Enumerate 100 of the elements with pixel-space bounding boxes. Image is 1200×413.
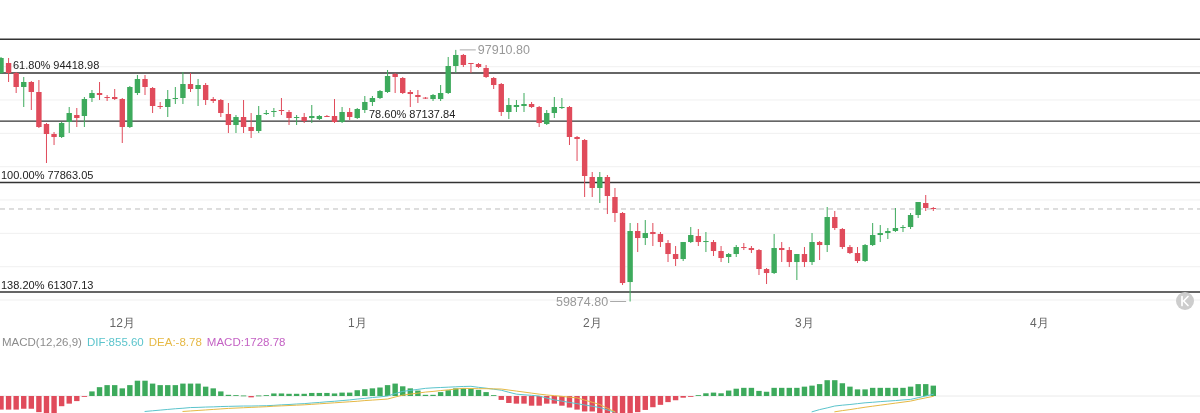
candlestick (195, 78, 201, 107)
bar (195, 383, 201, 396)
candlestick (331, 98, 338, 124)
bar (703, 393, 709, 396)
bar (786, 387, 792, 396)
candlestick (202, 82, 209, 106)
bar (165, 385, 171, 396)
candlestick (104, 94, 110, 102)
candlestick (832, 210, 838, 231)
candlestick (635, 222, 641, 253)
candlestick (165, 89, 171, 118)
candlestick (869, 222, 876, 247)
candlestick (43, 122, 50, 164)
bar (498, 396, 504, 400)
bar (741, 387, 747, 396)
candlestick (786, 246, 792, 268)
ref-line-label: 138.20% 61307.13 (1, 278, 94, 291)
ref-line-label: 78.60% 87137.84 (369, 107, 456, 120)
bar (0, 396, 4, 410)
candlestick (324, 114, 330, 118)
candlestick (384, 69, 391, 94)
bar (907, 386, 914, 396)
bar (635, 396, 641, 413)
bar (286, 393, 292, 396)
candlestick (794, 253, 800, 281)
candlestick (559, 97, 565, 110)
bar (301, 393, 307, 396)
candlestick (680, 241, 686, 262)
candlestick (650, 222, 656, 247)
chart-title: MACD(12,26,9) (2, 336, 83, 348)
bar (331, 393, 338, 396)
bar (172, 385, 179, 396)
bar (816, 384, 823, 396)
candlestick (589, 171, 595, 198)
bar (771, 387, 777, 396)
bar (157, 385, 163, 396)
x-tick-label: 4月 (1030, 316, 1049, 330)
bar (5, 396, 12, 410)
candlestick (801, 246, 808, 268)
candlestick (142, 74, 148, 96)
candlestick (453, 49, 459, 74)
candlestick (278, 97, 285, 116)
bar (809, 385, 815, 396)
bar (377, 387, 383, 396)
bar (96, 387, 103, 396)
candlestick (779, 241, 785, 263)
annotation: 97910.80 (477, 43, 530, 58)
bar (13, 396, 19, 410)
bar (36, 396, 42, 413)
bar (642, 396, 648, 410)
bar (202, 386, 209, 396)
candlestick (415, 89, 421, 104)
ref-line-label: 100.00% 77863.05 (1, 169, 94, 182)
bar (28, 396, 35, 409)
x-tick-label: 3月 (795, 316, 814, 330)
candlestick (839, 227, 846, 250)
candlestick (718, 245, 724, 263)
x-tick-label: 12月 (109, 316, 135, 330)
bar (362, 389, 368, 396)
annotation: 59874.80 (555, 294, 609, 309)
candlestick (665, 239, 671, 263)
bar (718, 393, 724, 396)
candlestick (248, 112, 254, 139)
candlestick (536, 105, 542, 128)
bar (847, 386, 853, 396)
bar (43, 396, 50, 413)
bar (89, 391, 95, 396)
bar (824, 380, 830, 396)
bar (862, 389, 868, 396)
bar (839, 383, 846, 396)
bar (854, 389, 861, 396)
bar (733, 388, 739, 396)
candlestick (293, 114, 300, 126)
bar (885, 387, 891, 396)
bar (536, 396, 542, 406)
bar (58, 396, 65, 407)
candlestick (574, 135, 580, 162)
candlestick (900, 224, 906, 233)
bar (112, 385, 118, 396)
bar (506, 396, 512, 403)
candlestick (134, 74, 141, 96)
text: DEA:-8.78 (148, 336, 202, 348)
bar (369, 388, 376, 396)
candlestick (256, 105, 262, 134)
candlestick (149, 86, 156, 114)
candlestick (66, 106, 72, 134)
bar (127, 385, 133, 396)
bar (271, 393, 277, 396)
candlestick (672, 245, 679, 267)
candlestick (21, 76, 27, 108)
bar (756, 390, 762, 396)
candlestick (13, 71, 19, 94)
candlestick (506, 97, 512, 120)
candlestick (96, 81, 103, 101)
candlestick (51, 131, 57, 146)
candlestick (74, 107, 80, 128)
candlestick (28, 80, 35, 111)
bar (149, 383, 156, 396)
bar (528, 396, 535, 406)
candlestick (862, 243, 868, 263)
